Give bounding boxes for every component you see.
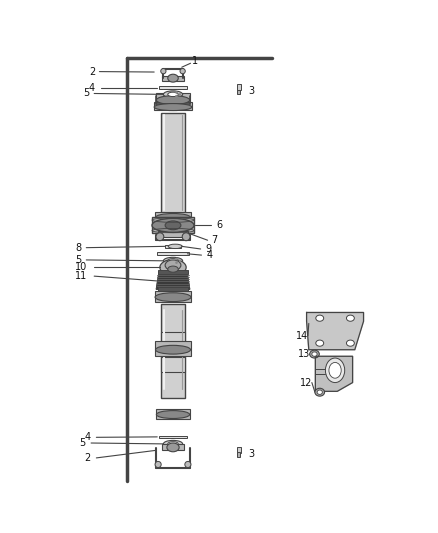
Text: 10: 10 [75, 262, 87, 272]
Text: 4: 4 [85, 432, 91, 442]
Polygon shape [315, 356, 353, 391]
Ellipse shape [329, 362, 341, 378]
Ellipse shape [168, 244, 182, 248]
Ellipse shape [155, 293, 191, 302]
Bar [161, 357, 185, 372]
Ellipse shape [161, 69, 166, 74]
Bar [165, 245, 181, 248]
Bar [155, 341, 191, 356]
Text: 8: 8 [75, 243, 81, 253]
Bar [152, 216, 194, 233]
Bar [159, 86, 187, 89]
Text: 6: 6 [216, 220, 222, 230]
Ellipse shape [152, 219, 194, 232]
Ellipse shape [316, 315, 324, 321]
Ellipse shape [168, 442, 178, 446]
Ellipse shape [312, 352, 317, 356]
Ellipse shape [179, 260, 181, 262]
Bar [237, 90, 240, 94]
Text: 5: 5 [79, 438, 85, 448]
Text: 14: 14 [296, 330, 308, 341]
Ellipse shape [180, 69, 185, 74]
Ellipse shape [168, 266, 178, 272]
Text: 3: 3 [249, 86, 255, 96]
Bar [237, 447, 241, 453]
Bar [159, 435, 187, 438]
Text: 1: 1 [192, 56, 198, 66]
Ellipse shape [168, 259, 178, 263]
Ellipse shape [155, 214, 191, 221]
Ellipse shape [160, 260, 186, 275]
Polygon shape [156, 273, 190, 289]
Bar [155, 292, 191, 302]
Ellipse shape [156, 233, 164, 241]
Ellipse shape [175, 257, 178, 260]
Text: 9: 9 [205, 244, 211, 254]
Ellipse shape [182, 233, 190, 241]
Text: 2: 2 [85, 453, 91, 463]
Ellipse shape [316, 340, 324, 346]
Bar [161, 304, 185, 398]
Ellipse shape [163, 440, 183, 447]
Ellipse shape [156, 96, 190, 104]
Text: 2: 2 [89, 67, 95, 77]
Ellipse shape [346, 315, 354, 321]
Ellipse shape [156, 410, 190, 418]
Bar [155, 212, 191, 222]
Bar [158, 231, 188, 237]
Bar [158, 270, 188, 274]
Text: 4: 4 [206, 250, 212, 260]
Ellipse shape [310, 350, 319, 358]
Text: 11: 11 [75, 271, 87, 281]
Ellipse shape [168, 74, 178, 82]
Ellipse shape [325, 358, 345, 383]
Ellipse shape [165, 260, 181, 270]
Polygon shape [307, 312, 364, 350]
Ellipse shape [165, 221, 181, 230]
Text: 5: 5 [75, 255, 81, 265]
Text: 3: 3 [249, 449, 255, 459]
Bar [157, 253, 189, 255]
Ellipse shape [155, 462, 161, 467]
Ellipse shape [163, 91, 183, 98]
Ellipse shape [179, 93, 181, 96]
Bar [162, 76, 184, 81]
Bar [156, 93, 190, 104]
Ellipse shape [175, 95, 178, 98]
Ellipse shape [317, 390, 322, 394]
Ellipse shape [154, 103, 192, 110]
Bar [158, 287, 188, 292]
Text: 13: 13 [298, 349, 311, 359]
Bar [154, 102, 192, 110]
Ellipse shape [175, 261, 178, 264]
Ellipse shape [185, 462, 191, 467]
Ellipse shape [155, 345, 191, 354]
Ellipse shape [175, 91, 178, 94]
Ellipse shape [168, 92, 178, 96]
Bar [161, 332, 185, 342]
Bar [161, 113, 185, 214]
Ellipse shape [167, 443, 179, 452]
Ellipse shape [315, 388, 325, 396]
Ellipse shape [346, 340, 354, 346]
Bar [156, 409, 190, 419]
Bar [162, 444, 184, 450]
Text: 7: 7 [212, 235, 218, 245]
Text: 4: 4 [89, 83, 95, 93]
Ellipse shape [163, 257, 183, 264]
Text: 12: 12 [300, 377, 313, 387]
Text: 5: 5 [83, 88, 89, 99]
Bar [237, 84, 241, 91]
Bar [237, 452, 240, 457]
